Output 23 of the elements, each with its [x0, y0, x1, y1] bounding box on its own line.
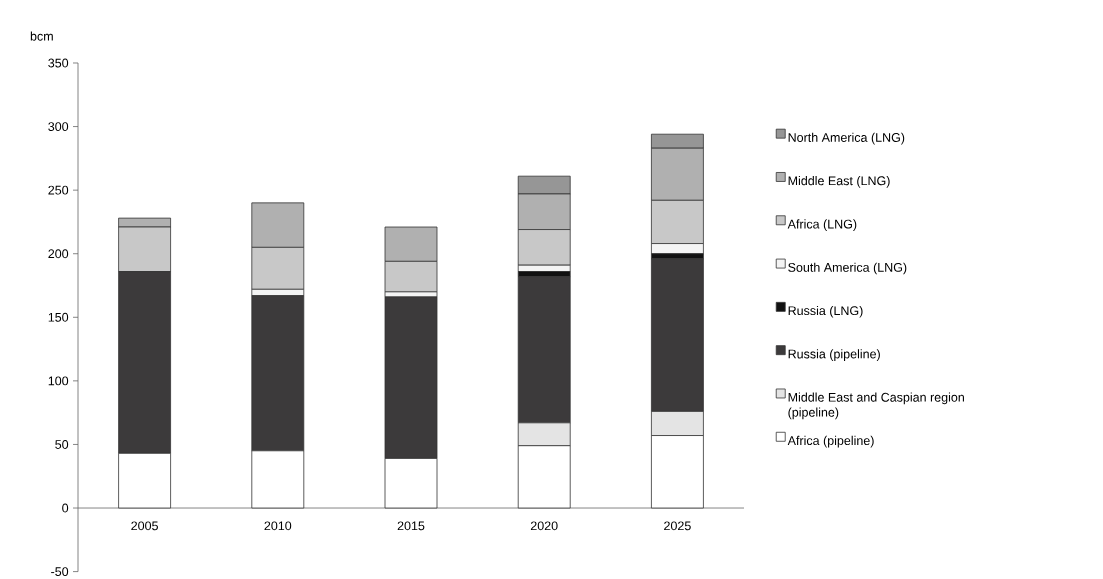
y-tick-label: 200 [48, 249, 69, 259]
y-tick-label: 50 [55, 440, 69, 449]
x-tick-label: 2015 [397, 521, 425, 531]
legend-label: Africa (LNG) [787, 219, 857, 231]
x-tick-label: 2020 [530, 521, 558, 531]
y-tick-label: 300 [48, 122, 69, 131]
legend-label: Russia (LNG) [788, 305, 863, 318]
legend-label: North America (LNG) [788, 132, 905, 145]
legend-label: South America (LNG) [788, 262, 907, 275]
legend-label: Africa (pipeline) [787, 435, 874, 448]
x-tick-label: 2005 [131, 521, 158, 531]
y-tick-label: 0 [62, 503, 69, 513]
y-tick-label: 350 [48, 58, 69, 68]
y-axis-title: bcm [30, 31, 53, 41]
y-tick-label: 100 [48, 376, 69, 386]
legend-label: Middle East (LNG) [788, 176, 890, 188]
legend-label: Russia (pipeline) [788, 349, 880, 361]
x-tick-label: 2025 [664, 521, 691, 531]
x-tick-label: 2010 [264, 521, 292, 531]
y-tick-label: 250 [48, 185, 69, 195]
y-tick-label: -50 [51, 567, 69, 577]
y-tick-label: 150 [48, 312, 69, 322]
legend-label: Middle East and Caspian region (pipeline) [788, 392, 964, 420]
